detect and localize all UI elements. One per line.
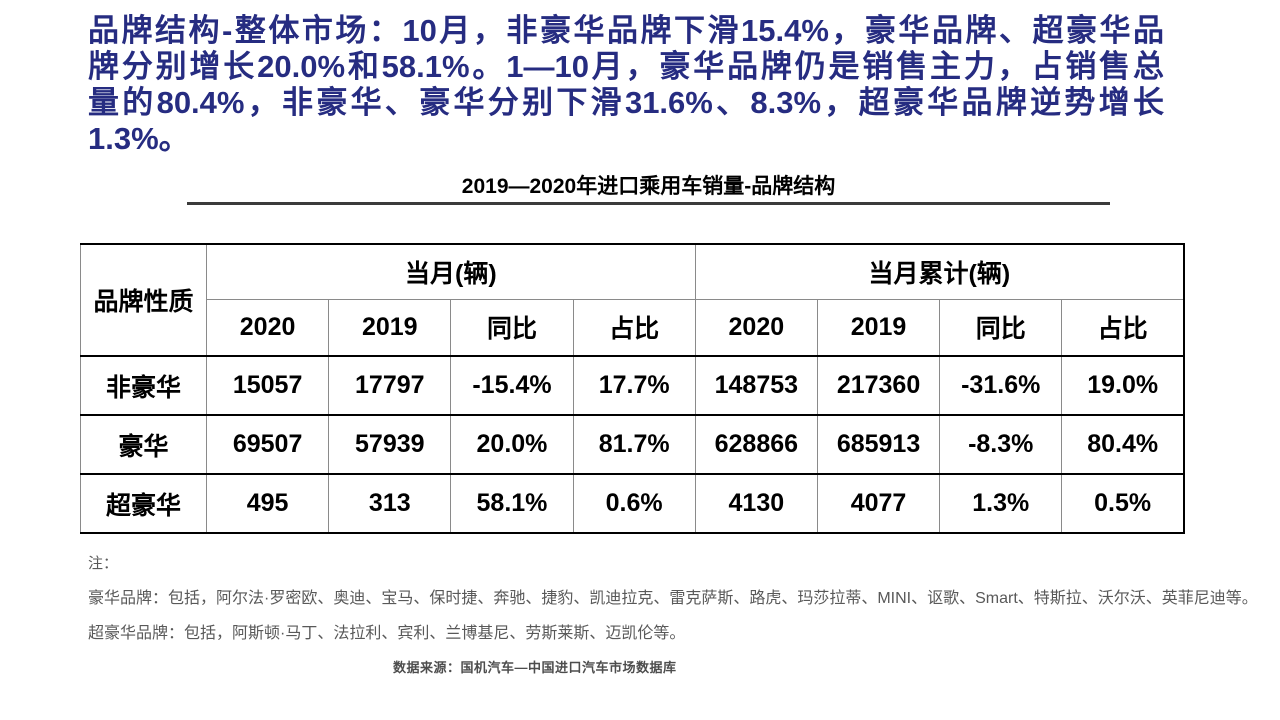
table-cell: 57939 — [328, 414, 452, 475]
table-cell: 69507 — [205, 414, 330, 475]
col-header-share-cum: 占比 — [1061, 298, 1185, 357]
table-cell: 17797 — [328, 355, 452, 416]
note-label: 注： — [88, 555, 119, 572]
headline: 品牌结构-整体市场：10月，非豪华品牌下滑15.4%，豪华品牌、超豪华品 牌分别… — [88, 13, 1164, 157]
table-row-super-luxury: 超豪华 495 313 58.1% 0.6% 4130 4077 1.3% 0.… — [80, 473, 1185, 534]
table-cell: 685913 — [816, 414, 941, 475]
table-cell: 80.4% — [1061, 414, 1185, 475]
col-header-brand-type: 品牌性质 — [80, 244, 207, 357]
row-label: 豪华 — [80, 414, 207, 475]
col-header-2020-month: 2020 — [205, 298, 330, 357]
col-group-cumulative: 当月累计(辆) — [694, 244, 1185, 300]
table-cell: 0.6% — [572, 473, 696, 534]
table-group-header-row: 品牌性质 当月(辆) 当月累计(辆) — [80, 244, 1185, 357]
chart-title: 2019—2020年进口乘用车销量-品牌结构 — [461, 175, 836, 198]
col-header-2019-month: 2019 — [328, 298, 452, 357]
table-cell: 4077 — [816, 473, 941, 534]
note-luxury-brands: 豪华品牌：包括，阿尔法·罗密欧、奥迪、宝马、保时捷、奔驰、捷豹、凯迪拉克、雷克萨… — [88, 590, 1258, 607]
data-source: 数据来源：国机汽车—中国进口汽车市场数据库 — [393, 660, 677, 675]
col-header-2020-cum: 2020 — [694, 298, 818, 357]
row-label: 超豪华 — [80, 473, 207, 534]
chart-title-underline — [187, 202, 1110, 205]
table-cell: -8.3% — [939, 414, 1063, 475]
headline-line-2: 牌分别增长20.0%和58.1%。1—10月，豪华品牌仍是销售主力，占销售总 — [88, 49, 1164, 84]
table-cell: 217360 — [816, 355, 941, 416]
table-cell: 58.1% — [450, 473, 574, 534]
note-super-luxury-brands: 超豪华品牌：包括，阿斯顿·马丁、法拉利、宾利、兰博基尼、劳斯莱斯、迈凯伦等。 — [88, 625, 686, 642]
col-header-2019-cum: 2019 — [816, 298, 941, 357]
col-header-share-month: 占比 — [572, 298, 696, 357]
table-cell: 148753 — [694, 355, 818, 416]
table-cell: -15.4% — [450, 355, 574, 416]
headline-line-4: 1.3%。 — [88, 121, 190, 156]
sales-table: 品牌性质 当月(辆) 当月累计(辆) 2020 2019 同比 占比 2020 … — [80, 243, 1185, 534]
headline-line-1: 品牌结构-整体市场：10月，非豪华品牌下滑15.4%，豪华品牌、超豪华品 — [88, 13, 1164, 48]
table-cell: 0.5% — [1061, 473, 1185, 534]
row-label: 非豪华 — [80, 355, 207, 416]
table-cell: 81.7% — [572, 414, 696, 475]
table-row-luxury: 豪华 69507 57939 20.0% 81.7% 628866 685913… — [80, 414, 1185, 475]
table-row-non-luxury: 非豪华 15057 17797 -15.4% 17.7% 148753 2173… — [80, 355, 1185, 416]
col-group-current-month: 当月(辆) — [206, 244, 696, 300]
table-cell: 15057 — [205, 355, 330, 416]
table-cell: 628866 — [694, 414, 818, 475]
col-header-yoy-cum: 同比 — [939, 298, 1063, 357]
table-sub-header-row: 2020 2019 同比 占比 2020 2019 同比 占比 — [81, 298, 1185, 357]
table-cell: 4130 — [694, 473, 818, 534]
table-cell: 20.0% — [450, 414, 574, 475]
table-cell: 19.0% — [1061, 355, 1185, 416]
table-cell: 313 — [328, 473, 452, 534]
headline-line-3: 量的80.4%，非豪华、豪华分别下滑31.6%、8.3%，超豪华品牌逆势增长 — [88, 85, 1164, 120]
table-cell: 495 — [205, 473, 330, 534]
table-cell: 1.3% — [939, 473, 1063, 534]
table-cell: -31.6% — [939, 355, 1063, 416]
table-cell: 17.7% — [572, 355, 696, 416]
col-header-yoy-month: 同比 — [450, 298, 574, 357]
